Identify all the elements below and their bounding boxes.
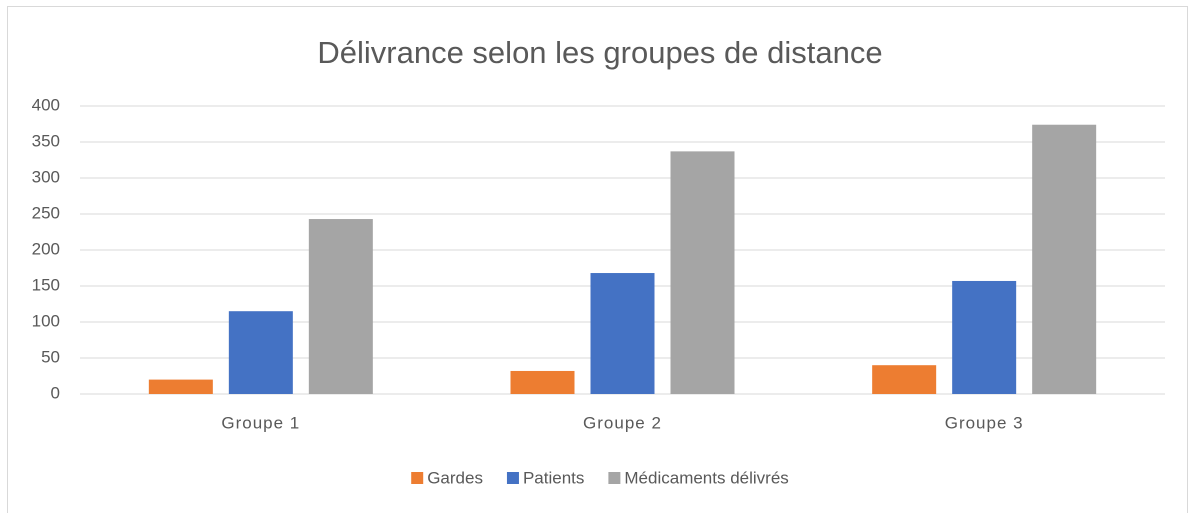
legend-swatch [506, 472, 519, 484]
x-tick-label: Groupe 2 [583, 413, 662, 432]
y-tick-label: 100 [32, 311, 60, 330]
bar [952, 280, 1017, 394]
y-tick-label: 400 [32, 95, 60, 114]
bar [510, 370, 575, 394]
bar [670, 151, 735, 394]
bar [228, 311, 293, 394]
x-tick-label: Groupe 3 [945, 413, 1024, 432]
chart-title: Délivrance selon les groupes de distance [317, 35, 882, 70]
legend-swatch [411, 472, 424, 484]
x-tick-label: Groupe 1 [221, 413, 300, 432]
legend-label: Gardes [427, 468, 483, 487]
y-tick-label: 0 [51, 383, 60, 402]
legend-swatch [608, 472, 621, 484]
y-tick-label: 50 [41, 347, 60, 366]
y-tick-label: 300 [32, 167, 60, 186]
bar [590, 273, 655, 394]
bar [308, 219, 373, 394]
legend-label: Médicaments délivrés [624, 468, 788, 487]
chart-frame [7, 6, 1188, 513]
y-tick-label: 250 [32, 203, 60, 222]
y-tick-label: 200 [32, 239, 60, 258]
legend-label: Patients [523, 468, 584, 487]
bar [1032, 124, 1097, 394]
y-tick-label: 350 [32, 131, 60, 150]
bar [872, 365, 937, 394]
bar [148, 379, 213, 394]
y-tick-label: 150 [32, 275, 60, 294]
